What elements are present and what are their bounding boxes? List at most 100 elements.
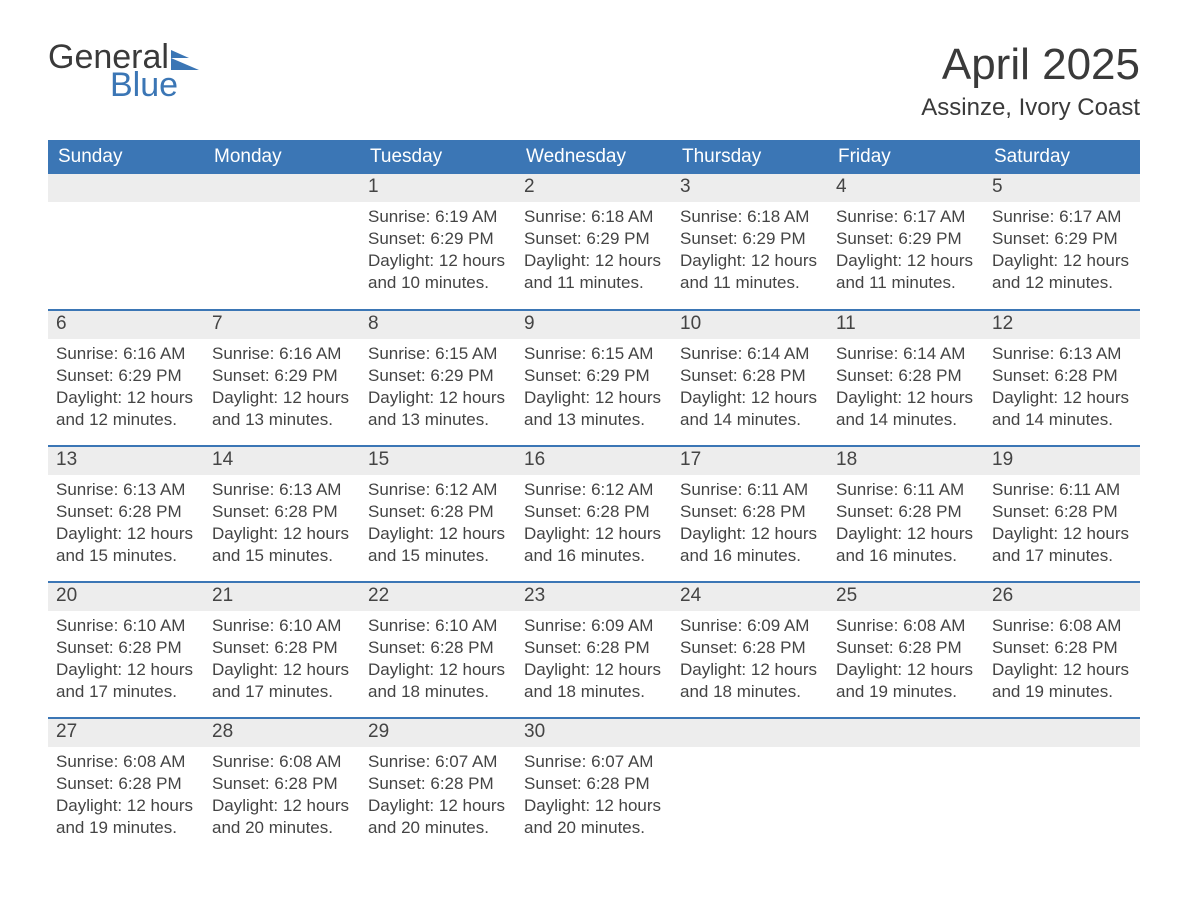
sunrise-line: Sunrise: 6:14 AM	[680, 343, 820, 365]
day-number-bar: 3	[672, 174, 828, 202]
daylight-line: Daylight: 12 hours and 14 minutes.	[836, 387, 976, 431]
day-body: Sunrise: 6:18 AMSunset: 6:29 PMDaylight:…	[516, 202, 672, 302]
sunrise-line: Sunrise: 6:17 AM	[992, 206, 1132, 228]
calendar-day-cell: 22Sunrise: 6:10 AMSunset: 6:28 PMDayligh…	[360, 582, 516, 718]
sunrise-line: Sunrise: 6:11 AM	[680, 479, 820, 501]
sunset-line: Sunset: 6:29 PM	[368, 228, 508, 250]
calendar-day-cell	[672, 718, 828, 854]
sunset-line: Sunset: 6:28 PM	[56, 637, 196, 659]
calendar-day-cell: 1Sunrise: 6:19 AMSunset: 6:29 PMDaylight…	[360, 174, 516, 310]
daylight-line: Daylight: 12 hours and 11 minutes.	[680, 250, 820, 294]
title-block: April 2025 Assinze, Ivory Coast	[921, 40, 1140, 122]
weekday-header-row: SundayMondayTuesdayWednesdayThursdayFrid…	[48, 140, 1140, 174]
sunset-line: Sunset: 6:29 PM	[992, 228, 1132, 250]
day-number-bar: 23	[516, 583, 672, 611]
sunrise-line: Sunrise: 6:11 AM	[992, 479, 1132, 501]
day-body: Sunrise: 6:11 AMSunset: 6:28 PMDaylight:…	[672, 475, 828, 575]
day-body: Sunrise: 6:16 AMSunset: 6:29 PMDaylight:…	[204, 339, 360, 439]
page-header: General Blue April 2025 Assinze, Ivory C…	[48, 40, 1140, 122]
day-body: Sunrise: 6:13 AMSunset: 6:28 PMDaylight:…	[984, 339, 1140, 439]
calendar-week-row: 20Sunrise: 6:10 AMSunset: 6:28 PMDayligh…	[48, 582, 1140, 718]
sunrise-line: Sunrise: 6:13 AM	[56, 479, 196, 501]
day-number-bar: 25	[828, 583, 984, 611]
daylight-line: Daylight: 12 hours and 19 minutes.	[836, 659, 976, 703]
day-number-bar: 30	[516, 719, 672, 747]
daylight-line: Daylight: 12 hours and 16 minutes.	[680, 523, 820, 567]
calendar-table: SundayMondayTuesdayWednesdayThursdayFrid…	[48, 140, 1140, 854]
calendar-day-cell: 11Sunrise: 6:14 AMSunset: 6:28 PMDayligh…	[828, 310, 984, 446]
sunrise-line: Sunrise: 6:08 AM	[56, 751, 196, 773]
calendar-day-cell: 14Sunrise: 6:13 AMSunset: 6:28 PMDayligh…	[204, 446, 360, 582]
day-body: Sunrise: 6:15 AMSunset: 6:29 PMDaylight:…	[360, 339, 516, 439]
brand-logo: General Blue	[48, 40, 199, 102]
day-body: Sunrise: 6:13 AMSunset: 6:28 PMDaylight:…	[204, 475, 360, 575]
day-number-bar: 26	[984, 583, 1140, 611]
weekday-header: Friday	[828, 140, 984, 174]
day-body: Sunrise: 6:08 AMSunset: 6:28 PMDaylight:…	[828, 611, 984, 711]
day-number-bar: 11	[828, 311, 984, 339]
calendar-day-cell: 25Sunrise: 6:08 AMSunset: 6:28 PMDayligh…	[828, 582, 984, 718]
sunrise-line: Sunrise: 6:07 AM	[524, 751, 664, 773]
sunrise-line: Sunrise: 6:12 AM	[368, 479, 508, 501]
day-number-bar: 8	[360, 311, 516, 339]
day-number-bar: 21	[204, 583, 360, 611]
sunset-line: Sunset: 6:29 PM	[524, 228, 664, 250]
daylight-line: Daylight: 12 hours and 12 minutes.	[56, 387, 196, 431]
calendar-day-cell: 19Sunrise: 6:11 AMSunset: 6:28 PMDayligh…	[984, 446, 1140, 582]
day-number-bar	[984, 719, 1140, 747]
day-number-bar: 17	[672, 447, 828, 475]
sunrise-line: Sunrise: 6:15 AM	[368, 343, 508, 365]
daylight-line: Daylight: 12 hours and 13 minutes.	[524, 387, 664, 431]
day-number-bar: 2	[516, 174, 672, 202]
daylight-line: Daylight: 12 hours and 20 minutes.	[212, 795, 352, 839]
calendar-day-cell: 2Sunrise: 6:18 AMSunset: 6:29 PMDaylight…	[516, 174, 672, 310]
calendar-week-row: 27Sunrise: 6:08 AMSunset: 6:28 PMDayligh…	[48, 718, 1140, 854]
day-body: Sunrise: 6:10 AMSunset: 6:28 PMDaylight:…	[204, 611, 360, 711]
day-body: Sunrise: 6:12 AMSunset: 6:28 PMDaylight:…	[516, 475, 672, 575]
sunrise-line: Sunrise: 6:18 AM	[680, 206, 820, 228]
calendar-day-cell: 15Sunrise: 6:12 AMSunset: 6:28 PMDayligh…	[360, 446, 516, 582]
day-number-bar: 19	[984, 447, 1140, 475]
brand-word2: Blue	[110, 68, 199, 102]
day-body: Sunrise: 6:09 AMSunset: 6:28 PMDaylight:…	[672, 611, 828, 711]
day-body: Sunrise: 6:13 AMSunset: 6:28 PMDaylight:…	[48, 475, 204, 575]
daylight-line: Daylight: 12 hours and 18 minutes.	[680, 659, 820, 703]
daylight-line: Daylight: 12 hours and 15 minutes.	[212, 523, 352, 567]
day-body: Sunrise: 6:10 AMSunset: 6:28 PMDaylight:…	[48, 611, 204, 711]
sunrise-line: Sunrise: 6:13 AM	[212, 479, 352, 501]
sunrise-line: Sunrise: 6:16 AM	[56, 343, 196, 365]
sunrise-line: Sunrise: 6:08 AM	[992, 615, 1132, 637]
day-number-bar: 1	[360, 174, 516, 202]
weekday-header: Wednesday	[516, 140, 672, 174]
calendar-week-row: 1Sunrise: 6:19 AMSunset: 6:29 PMDaylight…	[48, 174, 1140, 310]
sunset-line: Sunset: 6:28 PM	[212, 637, 352, 659]
day-number-bar	[48, 174, 204, 202]
day-body: Sunrise: 6:14 AMSunset: 6:28 PMDaylight:…	[672, 339, 828, 439]
sunset-line: Sunset: 6:28 PM	[524, 501, 664, 523]
day-number-bar: 6	[48, 311, 204, 339]
sunrise-line: Sunrise: 6:17 AM	[836, 206, 976, 228]
day-number-bar	[672, 719, 828, 747]
day-body: Sunrise: 6:11 AMSunset: 6:28 PMDaylight:…	[828, 475, 984, 575]
sunset-line: Sunset: 6:28 PM	[368, 637, 508, 659]
daylight-line: Daylight: 12 hours and 17 minutes.	[56, 659, 196, 703]
calendar-day-cell: 10Sunrise: 6:14 AMSunset: 6:28 PMDayligh…	[672, 310, 828, 446]
day-body: Sunrise: 6:19 AMSunset: 6:29 PMDaylight:…	[360, 202, 516, 302]
sunset-line: Sunset: 6:28 PM	[836, 365, 976, 387]
sunset-line: Sunset: 6:28 PM	[992, 637, 1132, 659]
day-number-bar: 5	[984, 174, 1140, 202]
day-number-bar: 29	[360, 719, 516, 747]
calendar-day-cell: 21Sunrise: 6:10 AMSunset: 6:28 PMDayligh…	[204, 582, 360, 718]
calendar-day-cell: 17Sunrise: 6:11 AMSunset: 6:28 PMDayligh…	[672, 446, 828, 582]
sunrise-line: Sunrise: 6:10 AM	[212, 615, 352, 637]
sunrise-line: Sunrise: 6:16 AM	[212, 343, 352, 365]
calendar-day-cell: 3Sunrise: 6:18 AMSunset: 6:29 PMDaylight…	[672, 174, 828, 310]
calendar-day-cell: 28Sunrise: 6:08 AMSunset: 6:28 PMDayligh…	[204, 718, 360, 854]
sunset-line: Sunset: 6:28 PM	[368, 773, 508, 795]
sunrise-line: Sunrise: 6:08 AM	[836, 615, 976, 637]
day-body: Sunrise: 6:08 AMSunset: 6:28 PMDaylight:…	[48, 747, 204, 847]
daylight-line: Daylight: 12 hours and 19 minutes.	[992, 659, 1132, 703]
day-body: Sunrise: 6:12 AMSunset: 6:28 PMDaylight:…	[360, 475, 516, 575]
weekday-header: Thursday	[672, 140, 828, 174]
sunset-line: Sunset: 6:28 PM	[836, 637, 976, 659]
